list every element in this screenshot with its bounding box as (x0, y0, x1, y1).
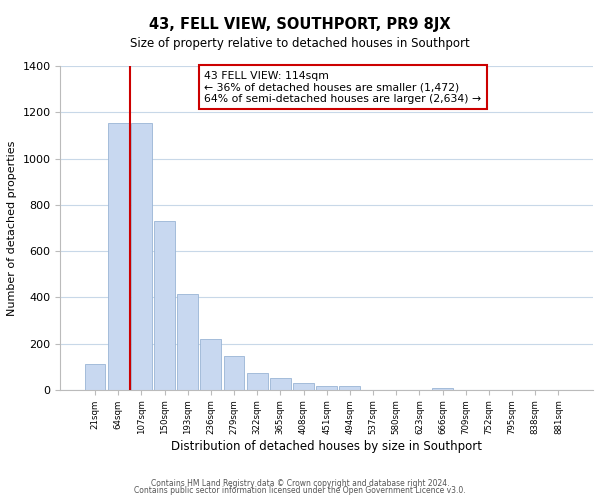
Bar (108, 122, 128, 390)
Text: 43 FELL VIEW: 114sqm
← 36% of detached houses are smaller (1,472)
64% of semi-de: 43 FELL VIEW: 114sqm ← 36% of detached h… (204, 71, 481, 104)
Y-axis label: Number of detached properties: Number of detached properties (7, 140, 17, 316)
Bar (316, 386, 337, 390)
Bar (247, 372, 268, 390)
Text: Contains HM Land Registry data © Crown copyright and database right 2024.: Contains HM Land Registry data © Crown c… (151, 478, 449, 488)
Bar (432, 388, 453, 390)
Bar (200, 339, 221, 390)
Bar (154, 221, 175, 390)
Bar (177, 294, 198, 390)
Bar (293, 383, 314, 390)
Bar (85, 364, 106, 390)
Text: Contains public sector information licensed under the Open Government Licence v3: Contains public sector information licen… (134, 486, 466, 495)
Text: 43, FELL VIEW, SOUTHPORT, PR9 8JX: 43, FELL VIEW, SOUTHPORT, PR9 8JX (149, 18, 451, 32)
Text: Size of property relative to detached houses in Southport: Size of property relative to detached ho… (130, 38, 470, 51)
Bar (340, 386, 360, 390)
X-axis label: Distribution of detached houses by size in Southport: Distribution of detached houses by size … (171, 440, 482, 453)
Bar (224, 356, 244, 390)
Bar (131, 122, 152, 390)
Bar (270, 378, 291, 390)
